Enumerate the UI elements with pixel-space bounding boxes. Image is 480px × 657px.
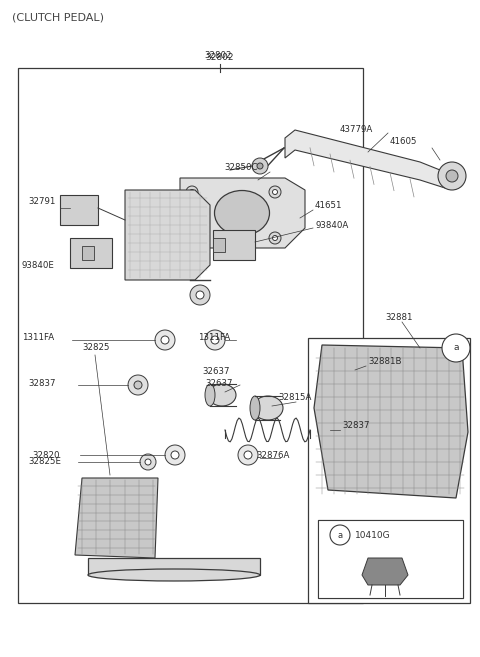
Text: 32637: 32637 (205, 378, 232, 388)
Circle shape (238, 445, 258, 465)
Bar (60, 195, 98, 225)
Text: 32802: 32802 (206, 53, 234, 62)
Bar (82, 246, 94, 260)
Ellipse shape (205, 384, 215, 406)
Circle shape (446, 170, 458, 182)
Text: a: a (453, 344, 459, 353)
Ellipse shape (208, 384, 236, 406)
Circle shape (442, 334, 470, 362)
Bar (18, 68, 363, 603)
Circle shape (257, 163, 263, 169)
Circle shape (186, 232, 198, 244)
Circle shape (244, 451, 252, 459)
Text: 93840E: 93840E (22, 260, 55, 269)
Text: 32802: 32802 (204, 51, 232, 60)
Polygon shape (314, 345, 468, 498)
Polygon shape (362, 558, 408, 585)
Text: 32837: 32837 (28, 378, 56, 388)
Circle shape (171, 451, 179, 459)
Text: 32825E: 32825E (28, 457, 61, 466)
Circle shape (252, 158, 268, 174)
Ellipse shape (325, 361, 339, 379)
Circle shape (140, 454, 156, 470)
Bar (70, 238, 112, 268)
Text: 32881B: 32881B (368, 357, 401, 367)
Circle shape (438, 162, 466, 190)
Circle shape (269, 232, 281, 244)
Ellipse shape (329, 361, 381, 379)
Circle shape (190, 189, 194, 194)
Circle shape (128, 375, 148, 395)
Text: 41651: 41651 (315, 202, 343, 210)
Circle shape (161, 336, 169, 344)
Text: 32820: 32820 (32, 451, 60, 459)
Polygon shape (285, 130, 445, 188)
Circle shape (165, 445, 185, 465)
Circle shape (211, 336, 219, 344)
Polygon shape (75, 478, 158, 558)
Bar (213, 238, 225, 252)
Text: (CLUTCH PEDAL): (CLUTCH PEDAL) (12, 13, 104, 23)
Circle shape (205, 330, 225, 350)
Bar (318, 520, 463, 598)
Text: 32791: 32791 (28, 198, 55, 206)
Circle shape (269, 186, 281, 198)
Ellipse shape (88, 569, 260, 581)
Text: 43779A: 43779A (340, 125, 373, 135)
Ellipse shape (215, 191, 269, 235)
Circle shape (190, 285, 210, 305)
Text: 32850C: 32850C (224, 164, 257, 173)
Polygon shape (125, 190, 210, 280)
Polygon shape (88, 558, 260, 575)
Circle shape (330, 525, 350, 545)
Text: 10410G: 10410G (355, 530, 391, 539)
Text: 32815A: 32815A (278, 394, 312, 403)
Text: 1311FA: 1311FA (198, 334, 230, 342)
Circle shape (134, 381, 142, 389)
Text: 32825: 32825 (82, 344, 109, 353)
Circle shape (273, 189, 277, 194)
Text: 32876A: 32876A (256, 451, 289, 459)
Text: 32881: 32881 (385, 313, 412, 323)
Bar (213, 230, 255, 260)
Circle shape (145, 459, 151, 465)
Text: 41605: 41605 (390, 137, 418, 147)
Ellipse shape (253, 396, 283, 420)
Circle shape (325, 425, 335, 435)
Text: 1311FA: 1311FA (22, 334, 54, 342)
Circle shape (196, 291, 204, 299)
Circle shape (190, 235, 194, 240)
Circle shape (273, 235, 277, 240)
Circle shape (318, 418, 342, 442)
Text: 32837: 32837 (342, 422, 370, 430)
Bar (308, 338, 470, 603)
Polygon shape (180, 178, 305, 248)
Bar (318, 520, 463, 598)
Text: 93840A: 93840A (315, 221, 348, 229)
Text: a: a (337, 530, 343, 539)
Ellipse shape (250, 396, 260, 420)
Text: 32637: 32637 (202, 367, 229, 376)
Circle shape (186, 186, 198, 198)
Circle shape (155, 330, 175, 350)
